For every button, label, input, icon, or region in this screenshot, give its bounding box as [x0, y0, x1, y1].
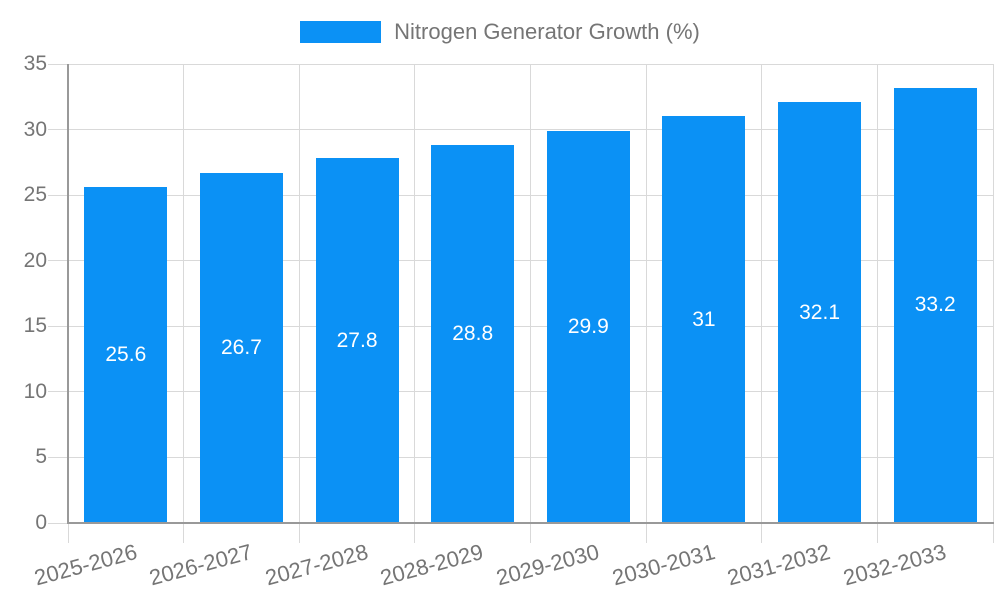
bar-value-label: 26.7: [221, 335, 262, 359]
x-gridline: [645, 64, 647, 523]
y-tick-label: 0: [35, 511, 47, 534]
x-tick-label: 2029-2030: [493, 539, 602, 591]
bar[interactable]: [546, 130, 630, 523]
x-axis-tick: [645, 523, 647, 543]
y-axis-tick: [48, 194, 68, 196]
bar-value-label: 29.9: [567, 314, 609, 338]
legend-swatch-icon: [300, 21, 382, 43]
y-axis-tick: [48, 325, 68, 327]
x-axis-tick: [298, 523, 300, 543]
x-tick-label: 2031-2032: [724, 539, 834, 591]
y-tick-label: 25: [23, 183, 47, 207]
chart-legend[interactable]: Nitrogen Generator Growth (%): [0, 19, 1000, 44]
x-gridline: [298, 64, 300, 523]
y-tick-label: 10: [23, 379, 47, 403]
bar[interactable]: [84, 187, 168, 523]
y-tick-label: 5: [35, 445, 47, 469]
x-tick-label: 2032-2033: [840, 539, 949, 591]
x-axis-tick: [876, 523, 878, 543]
y-tick-label: 35: [23, 52, 47, 75]
x-axis-tick: [992, 523, 994, 543]
x-axis-tick: [414, 523, 416, 543]
x-tick-label: 2026-2027: [146, 539, 255, 591]
y-tick-label: 30: [23, 117, 47, 141]
bar-value-label: 33.2: [914, 293, 956, 317]
bar[interactable]: [662, 116, 746, 523]
y-axis-tick: [48, 260, 68, 262]
x-gridline: [183, 64, 185, 523]
x-gridline: [761, 64, 763, 523]
x-axis-line: [67, 522, 994, 524]
y-axis-tick: [48, 522, 68, 524]
y-axis-line: [67, 64, 69, 523]
x-gridline: [414, 64, 416, 523]
y-axis-tick: [48, 63, 68, 65]
x-axis-tick: [530, 523, 531, 543]
bar-value-label: 32.1: [799, 300, 840, 324]
x-axis-tick: [67, 523, 69, 543]
bar[interactable]: [893, 87, 977, 523]
bar-value-label: 27.8: [336, 328, 378, 352]
x-tick-label: 2030-2031: [609, 539, 718, 591]
x-gridline: [530, 64, 531, 523]
y-axis-tick: [48, 391, 68, 393]
x-gridline: [876, 64, 878, 523]
x-tick-label: 2025-2026: [31, 539, 140, 591]
y-axis-tick: [48, 456, 68, 458]
bar-value-label: 31: [692, 307, 716, 331]
legend-label: Nitrogen Generator Growth (%): [394, 19, 700, 44]
bar-value-label: 28.8: [452, 322, 494, 346]
bar[interactable]: [431, 145, 515, 523]
bar[interactable]: [199, 172, 283, 523]
y-axis-tick: [48, 129, 68, 131]
x-axis-tick: [183, 523, 185, 543]
bar-value-label: 25.6: [105, 343, 147, 367]
y-tick-label: 20: [23, 248, 47, 272]
x-axis-tick: [761, 523, 763, 543]
bar[interactable]: [778, 102, 862, 523]
x-tick-label: 2028-2029: [378, 539, 487, 591]
bar[interactable]: [315, 158, 399, 523]
x-tick-label: 2027-2028: [262, 539, 371, 591]
x-gridline: [992, 64, 994, 523]
y-tick-label: 15: [23, 314, 47, 338]
